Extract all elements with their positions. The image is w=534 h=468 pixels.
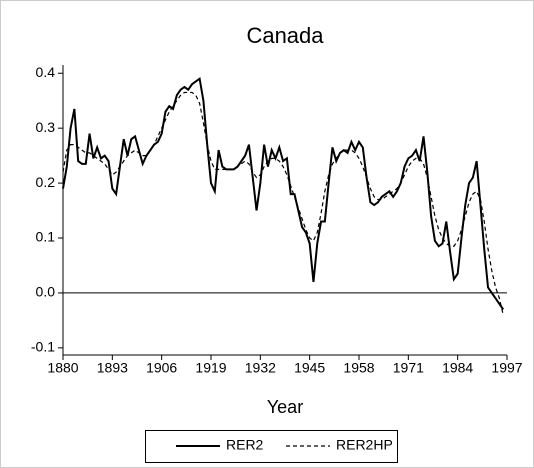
legend-label: RER2HP <box>336 437 393 453</box>
x-tick-label: 1932 <box>245 360 276 376</box>
series-line <box>62 91 504 316</box>
x-tick-label: 1919 <box>195 360 226 376</box>
x-tick-label: 1893 <box>97 360 128 376</box>
y-tick-label: -0.1 <box>31 339 55 355</box>
x-tick-label: 1997 <box>491 360 522 376</box>
series-line <box>62 76 505 310</box>
y-tick-label: 0.2 <box>36 174 56 190</box>
y-tick-label: 0.1 <box>36 229 56 245</box>
x-tick-label: 1971 <box>393 360 424 376</box>
legend-label: RER2 <box>226 437 264 453</box>
x-tick-label: 1906 <box>146 360 177 376</box>
x-axis-label: Year <box>267 397 303 417</box>
chart-title: Canada <box>246 23 324 48</box>
x-tick-label: 1958 <box>343 360 374 376</box>
x-tick-label: 1984 <box>442 360 473 376</box>
x-tick-label: 1945 <box>294 360 325 376</box>
y-tick-label: 0.0 <box>36 284 56 300</box>
y-tick-label: 0.4 <box>36 64 56 80</box>
y-tick-label: 0.3 <box>36 119 56 135</box>
x-tick-label: 1880 <box>47 360 78 376</box>
